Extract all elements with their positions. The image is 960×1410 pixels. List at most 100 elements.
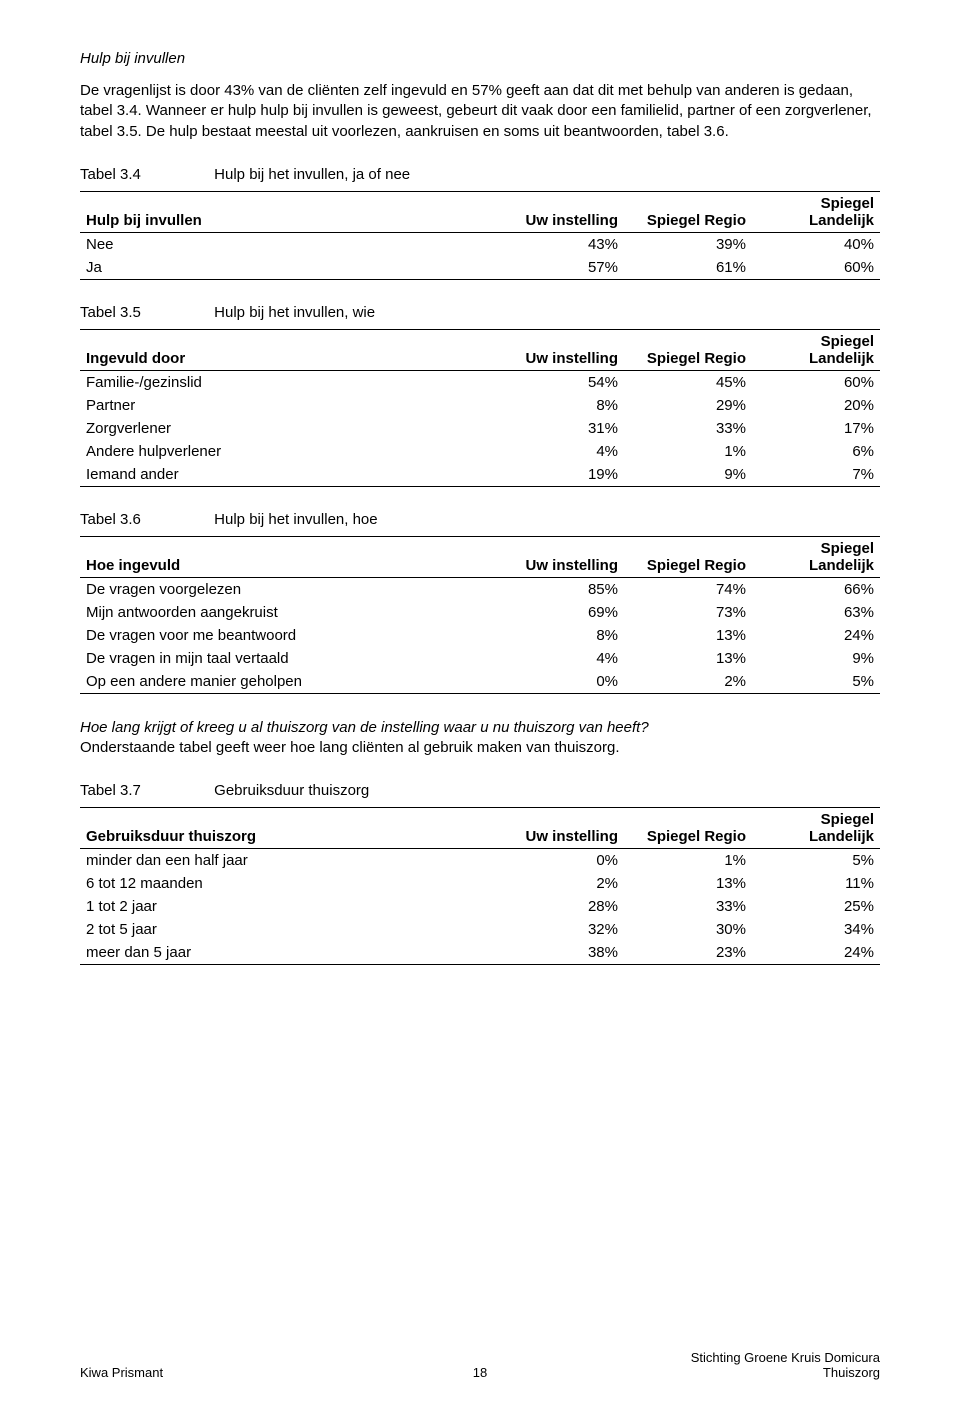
- table-35-caption: Tabel 3.5 Hulp bij het invullen, wie: [80, 304, 880, 321]
- cell-label: 2 tot 5 jaar: [80, 918, 496, 941]
- cell-v1: 8%: [496, 624, 624, 647]
- table-row: 2 tot 5 jaar32%30%34%: [80, 918, 880, 941]
- cell-v3: 60%: [752, 370, 880, 394]
- table-36-h4: Spiegel Landelijk: [752, 536, 880, 577]
- footer-page-number: 18: [473, 1365, 487, 1380]
- cell-v2: 39%: [624, 232, 752, 256]
- cell-v3: 60%: [752, 256, 880, 280]
- cell-v2: 13%: [624, 647, 752, 670]
- table-34-label: Tabel 3.4: [80, 166, 210, 183]
- table-36-h2: Uw instelling: [496, 536, 624, 577]
- footer-right-l1: Stichting Groene Kruis Domicura: [691, 1350, 880, 1365]
- cell-v1: 69%: [496, 601, 624, 624]
- cell-v2: 29%: [624, 394, 752, 417]
- cell-v1: 57%: [496, 256, 624, 280]
- cell-v2: 23%: [624, 941, 752, 965]
- table-35-h4: Spiegel Landelijk: [752, 329, 880, 370]
- table-row: Andere hulpverlener4%1%6%: [80, 440, 880, 463]
- table-34: Hulp bij invullen Uw instelling Spiegel …: [80, 191, 880, 280]
- cell-v3: 34%: [752, 918, 880, 941]
- table-35-title: Hulp bij het invullen, wie: [214, 304, 375, 321]
- table-row: De vragen in mijn taal vertaald4%13%9%: [80, 647, 880, 670]
- table-row: Mijn antwoorden aangekruist69%73%63%: [80, 601, 880, 624]
- cell-v2: 2%: [624, 670, 752, 694]
- table-37: Gebruiksduur thuiszorg Uw instelling Spi…: [80, 807, 880, 965]
- table-37-h1: Gebruiksduur thuiszorg: [80, 808, 496, 849]
- cell-v3: 9%: [752, 647, 880, 670]
- table-36-h3: Spiegel Regio: [624, 536, 752, 577]
- cell-label: Iemand ander: [80, 463, 496, 487]
- cell-label: Andere hulpverlener: [80, 440, 496, 463]
- cell-v3: 17%: [752, 417, 880, 440]
- cell-v2: 13%: [624, 872, 752, 895]
- cell-v3: 20%: [752, 394, 880, 417]
- table-row: Op een andere manier geholpen0%2%5%: [80, 670, 880, 694]
- cell-label: 1 tot 2 jaar: [80, 895, 496, 918]
- cell-v3: 66%: [752, 577, 880, 601]
- footer-right: Stichting Groene Kruis Domicura Thuiszor…: [691, 1350, 880, 1380]
- question-italic: Hoe lang krijgt of kreeg u al thuiszorg …: [80, 719, 649, 736]
- table-37-h3: Spiegel Regio: [624, 808, 752, 849]
- col4-l1: Spiegel: [758, 540, 874, 557]
- cell-v1: 54%: [496, 370, 624, 394]
- table-row: minder dan een half jaar0%1%5%: [80, 849, 880, 873]
- cell-v2: 73%: [624, 601, 752, 624]
- table-row: Familie-/gezinslid54%45%60%: [80, 370, 880, 394]
- cell-label: De vragen voorgelezen: [80, 577, 496, 601]
- cell-label: De vragen voor me beantwoord: [80, 624, 496, 647]
- page-footer: Kiwa Prismant 18 Stichting Groene Kruis …: [80, 1350, 880, 1380]
- footer-left: Kiwa Prismant: [80, 1365, 163, 1380]
- cell-v3: 24%: [752, 624, 880, 647]
- cell-v2: 74%: [624, 577, 752, 601]
- cell-label: minder dan een half jaar: [80, 849, 496, 873]
- cell-label: De vragen in mijn taal vertaald: [80, 647, 496, 670]
- cell-v1: 85%: [496, 577, 624, 601]
- question-block: Hoe lang krijgt of kreeg u al thuiszorg …: [80, 718, 880, 759]
- cell-v3: 11%: [752, 872, 880, 895]
- table-37-h4: Spiegel Landelijk: [752, 808, 880, 849]
- table-35-label: Tabel 3.5: [80, 304, 210, 321]
- col4-l1: Spiegel: [758, 811, 874, 828]
- table-36-caption: Tabel 3.6 Hulp bij het invullen, hoe: [80, 511, 880, 528]
- cell-v2: 9%: [624, 463, 752, 487]
- cell-v1: 4%: [496, 440, 624, 463]
- table-34-h4: Spiegel Landelijk: [752, 191, 880, 232]
- section-title: Hulp bij invullen: [80, 50, 880, 67]
- table-row: De vragen voorgelezen85%74%66%: [80, 577, 880, 601]
- cell-label: meer dan 5 jaar: [80, 941, 496, 965]
- cell-v3: 40%: [752, 232, 880, 256]
- cell-label: Mijn antwoorden aangekruist: [80, 601, 496, 624]
- cell-v3: 7%: [752, 463, 880, 487]
- table-36-h1: Hoe ingevuld: [80, 536, 496, 577]
- table-34-caption: Tabel 3.4 Hulp bij het invullen, ja of n…: [80, 166, 880, 183]
- col4-l2: Landelijk: [758, 212, 874, 229]
- table-row: Iemand ander19%9%7%: [80, 463, 880, 487]
- cell-v2: 13%: [624, 624, 752, 647]
- table-35-h3: Spiegel Regio: [624, 329, 752, 370]
- cell-v3: 24%: [752, 941, 880, 965]
- table-37-caption: Tabel 3.7 Gebruiksduur thuiszorg: [80, 782, 880, 799]
- cell-v2: 1%: [624, 440, 752, 463]
- table-35-h1: Ingevuld door: [80, 329, 496, 370]
- col4-l2: Landelijk: [758, 350, 874, 367]
- cell-v2: 33%: [624, 895, 752, 918]
- cell-label: Partner: [80, 394, 496, 417]
- table-37-h2: Uw instelling: [496, 808, 624, 849]
- table-35-h2: Uw instelling: [496, 329, 624, 370]
- table-35: Ingevuld door Uw instelling Spiegel Regi…: [80, 329, 880, 487]
- cell-v1: 2%: [496, 872, 624, 895]
- cell-v2: 45%: [624, 370, 752, 394]
- table-row: 1 tot 2 jaar28%33%25%: [80, 895, 880, 918]
- intro-paragraph: De vragenlijst is door 43% van de cliënt…: [80, 81, 880, 142]
- table-row: Nee 43% 39% 40%: [80, 232, 880, 256]
- col4-l1: Spiegel: [758, 195, 874, 212]
- cell-v2: 61%: [624, 256, 752, 280]
- cell-v3: 6%: [752, 440, 880, 463]
- cell-v2: 30%: [624, 918, 752, 941]
- table-36-title: Hulp bij het invullen, hoe: [214, 511, 377, 528]
- cell-v1: 31%: [496, 417, 624, 440]
- cell-v1: 0%: [496, 670, 624, 694]
- cell-v1: 19%: [496, 463, 624, 487]
- cell-v1: 38%: [496, 941, 624, 965]
- cell-v1: 43%: [496, 232, 624, 256]
